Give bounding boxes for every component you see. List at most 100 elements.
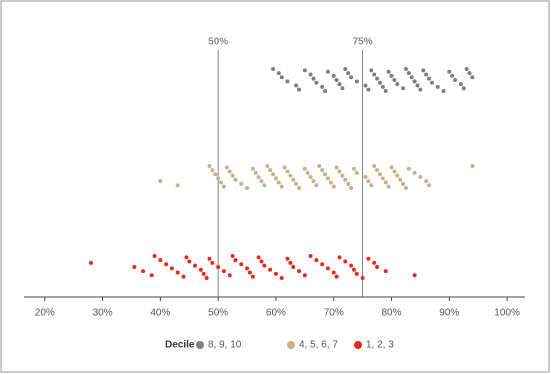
point (221, 269, 226, 274)
point (331, 270, 336, 275)
point (360, 276, 365, 280)
point (406, 166, 411, 171)
point (311, 76, 316, 81)
point (230, 254, 235, 258)
point (458, 82, 463, 87)
point (320, 262, 325, 267)
legend-label: 1, 2, 3 (366, 340, 394, 351)
point (383, 180, 388, 185)
point (461, 86, 466, 91)
point (89, 260, 94, 265)
point (233, 177, 238, 182)
point (175, 270, 180, 275)
point (233, 258, 238, 263)
point (377, 80, 382, 85)
point (441, 89, 446, 93)
x-tick-label: 100% (494, 308, 520, 319)
point (207, 256, 212, 261)
reference-label: 50% (208, 37, 228, 48)
point (366, 87, 371, 92)
point (268, 168, 273, 173)
point (239, 181, 244, 186)
point (470, 75, 475, 80)
point (219, 180, 224, 185)
point (375, 76, 380, 81)
point (227, 273, 232, 278)
point (311, 179, 316, 184)
point (273, 176, 278, 181)
point (141, 269, 146, 274)
point (349, 75, 354, 80)
point (412, 79, 417, 84)
point (351, 166, 356, 171)
point (262, 263, 267, 268)
point (314, 258, 319, 263)
point (403, 67, 408, 71)
point (308, 72, 313, 77)
point (372, 72, 377, 77)
point (288, 173, 293, 178)
point (325, 266, 330, 271)
point (398, 177, 403, 182)
point (337, 255, 342, 260)
point (395, 82, 400, 87)
point (247, 270, 252, 275)
point (193, 263, 198, 268)
point (152, 254, 157, 258)
point (346, 71, 351, 76)
point (230, 173, 235, 178)
point (427, 183, 432, 188)
point (276, 71, 281, 76)
point (204, 276, 209, 280)
legend-marker (354, 341, 362, 349)
point (406, 71, 411, 76)
point (453, 78, 458, 82)
point (271, 172, 276, 177)
point (351, 267, 356, 272)
point (158, 179, 163, 184)
point (297, 269, 302, 274)
point (271, 67, 276, 71)
point (403, 186, 408, 190)
point (268, 267, 273, 272)
point (380, 84, 385, 89)
point (265, 164, 270, 168)
point (285, 79, 290, 84)
point (383, 89, 388, 93)
point (323, 89, 328, 93)
point (424, 72, 429, 77)
point (418, 87, 423, 92)
point (369, 68, 374, 73)
point (392, 169, 397, 174)
point (245, 266, 250, 271)
x-tick-label: 40% (150, 308, 170, 319)
point (450, 73, 455, 78)
point (294, 181, 299, 186)
point (291, 177, 296, 182)
point (250, 166, 255, 171)
point (198, 267, 203, 272)
point (213, 172, 218, 177)
point (320, 84, 325, 89)
point (325, 176, 330, 181)
point (334, 78, 339, 82)
point (334, 165, 339, 170)
point (149, 273, 154, 278)
legend-title: Decile (165, 340, 195, 351)
point (386, 184, 391, 189)
point (363, 175, 368, 179)
x-tick-label: 50% (208, 308, 228, 319)
point (415, 83, 420, 88)
point (302, 68, 307, 73)
point (314, 183, 319, 188)
point (401, 181, 406, 186)
point (375, 265, 380, 269)
point (294, 83, 299, 88)
reference-label: 75% (353, 37, 373, 48)
point (389, 73, 394, 78)
point (354, 79, 359, 84)
point (320, 168, 325, 173)
point (467, 71, 472, 76)
legend-label: 8, 9, 10 (208, 340, 242, 351)
